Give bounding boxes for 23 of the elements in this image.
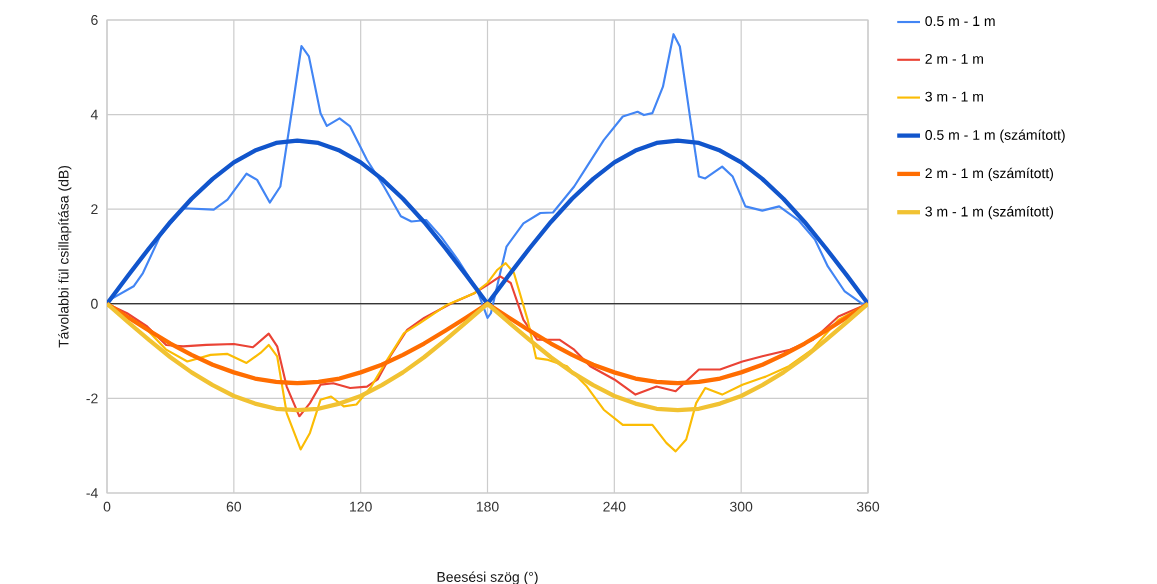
x-axis-title: Beesési szög (°) [437,571,538,584]
x-tick-label: 240 [603,501,626,512]
legend-label: 0.5 m - 1 m (számított) [925,129,1065,143]
x-tick-label: 360 [856,501,880,512]
y-tick-label: -4 [86,488,98,498]
legend-label: 0.5 m - 1 m [925,16,995,27]
legend-label: 3 m - 1 m (számított) [925,206,1054,220]
y-tick-label: 6 [91,15,98,25]
x-tick-label: 60 [226,501,242,512]
legend-label: 3 m - 1 m [925,91,983,102]
x-tick-label: 300 [730,501,753,512]
y-tick-label: 0 [91,298,98,309]
y-tick-label: 4 [90,109,98,120]
legend-label: 2 m - 1 m [925,53,983,64]
legend-label: 2 m - 1 m (számított) [925,167,1054,181]
x-tick-label: 0 [103,501,111,512]
line-series [107,301,868,413]
y-tick-label: 2 [91,204,98,215]
y-axis-title: Távolabbi fül csillapítása (dB) [58,165,72,348]
line-series [107,138,868,306]
y-tick-label: -2 [86,393,98,404]
x-tick-label: 180 [476,501,499,512]
x-tick-label: 120 [350,501,372,512]
